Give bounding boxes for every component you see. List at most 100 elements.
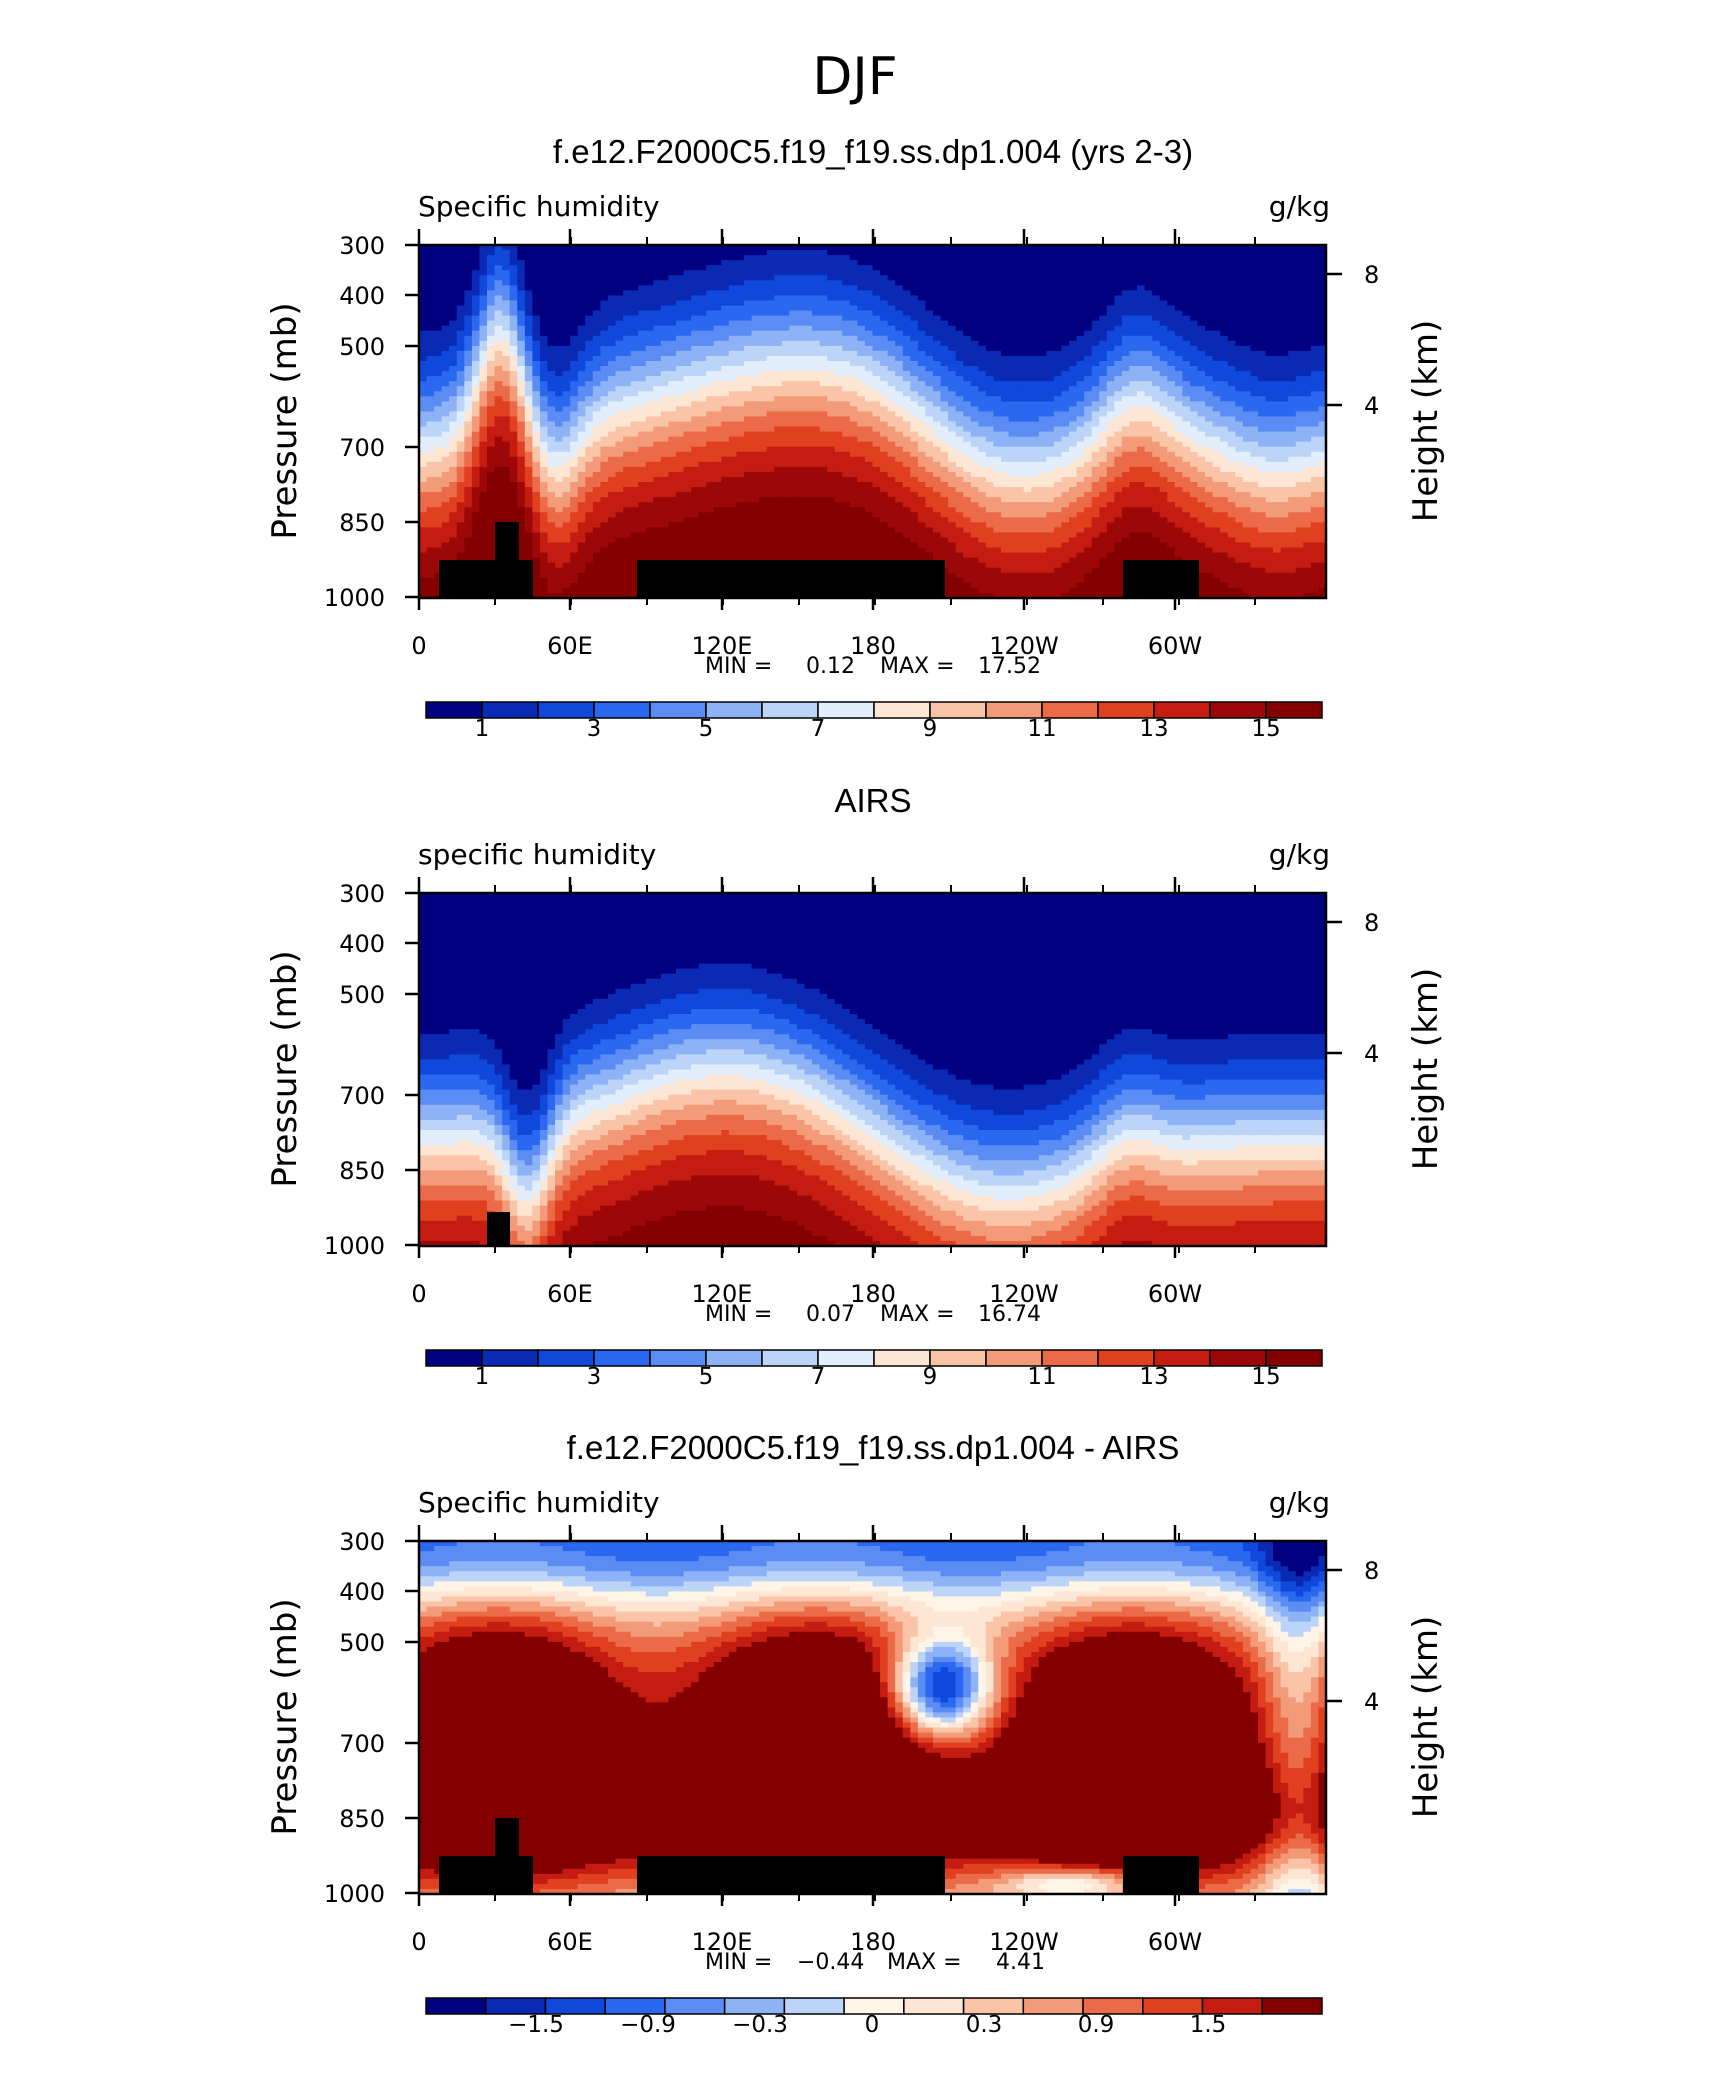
contour-cell bbox=[804, 300, 813, 307]
contour-cell bbox=[940, 451, 949, 458]
contour-cell bbox=[638, 366, 647, 372]
contour-cell bbox=[1159, 401, 1168, 407]
contour-cell bbox=[660, 401, 670, 407]
contour-cell bbox=[675, 295, 685, 302]
contour-cell bbox=[1076, 401, 1085, 407]
contour-cell bbox=[1288, 421, 1297, 428]
contour-cell bbox=[547, 366, 556, 372]
contour-cell bbox=[577, 366, 586, 372]
contour-cell bbox=[1250, 295, 1259, 302]
contour-cell bbox=[1235, 325, 1244, 332]
contour-cell bbox=[532, 290, 541, 297]
contour-cell bbox=[1235, 371, 1244, 377]
contour-cell bbox=[1000, 381, 1010, 387]
contour-cell bbox=[1121, 441, 1131, 448]
contour-cell bbox=[449, 451, 458, 458]
contour-cell bbox=[502, 371, 511, 377]
contour-cell bbox=[645, 255, 654, 261]
contour-cell bbox=[766, 260, 775, 266]
contour-cell bbox=[721, 360, 730, 367]
contour-cell bbox=[948, 355, 957, 362]
contour-cell bbox=[532, 255, 541, 261]
contour-cell bbox=[1310, 345, 1320, 352]
contour-cell bbox=[426, 391, 435, 397]
contour-cell bbox=[1167, 366, 1176, 372]
contour-cell bbox=[1205, 391, 1214, 397]
contour-cell bbox=[872, 295, 881, 302]
contour-cell bbox=[910, 330, 919, 337]
contour-cell bbox=[675, 386, 685, 392]
contour-cell bbox=[1084, 330, 1093, 337]
contour-cell bbox=[834, 381, 843, 387]
contour-cell bbox=[940, 315, 949, 322]
contour-cell bbox=[1250, 275, 1259, 281]
contour-cell bbox=[789, 295, 798, 302]
contour-cell bbox=[479, 406, 488, 413]
contour-cell bbox=[842, 300, 851, 307]
contour-cell bbox=[1069, 411, 1078, 418]
contour-cell bbox=[683, 416, 692, 423]
contour-cell bbox=[638, 280, 647, 286]
contour-cell bbox=[630, 295, 639, 302]
contour-cell bbox=[487, 401, 496, 407]
contour-cell bbox=[1031, 376, 1040, 382]
contour-cell bbox=[759, 305, 768, 312]
contour-cell bbox=[698, 295, 707, 302]
contour-cell bbox=[464, 366, 473, 372]
contour-cell bbox=[683, 441, 692, 448]
contour-cell bbox=[1121, 355, 1131, 362]
contour-cell bbox=[902, 371, 911, 377]
contour-cell bbox=[1265, 431, 1274, 438]
contour-cell bbox=[1099, 431, 1108, 438]
contour-cell bbox=[1046, 325, 1055, 332]
contour-cell bbox=[434, 441, 443, 448]
contour-cell bbox=[600, 275, 609, 281]
contour-cell bbox=[1167, 446, 1176, 453]
contour-cell bbox=[479, 300, 488, 307]
contour-cell bbox=[1318, 426, 1327, 433]
contour-cell bbox=[1310, 295, 1320, 302]
contour-cell bbox=[585, 310, 594, 317]
contour-cell bbox=[902, 255, 911, 261]
contour-cell bbox=[638, 265, 647, 271]
contour-cell bbox=[744, 386, 753, 392]
contour-cell bbox=[849, 441, 858, 448]
contour-cell bbox=[1235, 250, 1244, 256]
contour-cell bbox=[932, 355, 942, 362]
contour-cell bbox=[1016, 416, 1025, 423]
figure-title: DJF bbox=[812, 47, 897, 107]
contour-cell bbox=[1220, 366, 1229, 372]
contour-cell bbox=[1318, 381, 1327, 387]
contour-cell bbox=[1023, 330, 1032, 337]
contour-cell bbox=[1091, 295, 1100, 302]
contour-cell bbox=[1227, 396, 1236, 402]
contour-cell bbox=[592, 285, 601, 291]
contour-cell bbox=[638, 270, 647, 276]
contour-cell bbox=[834, 416, 843, 423]
contour-cell bbox=[532, 396, 541, 402]
contour-cell bbox=[713, 381, 722, 387]
contour-cell bbox=[1310, 411, 1320, 418]
contour-cell bbox=[479, 270, 488, 276]
contour-cell bbox=[1303, 250, 1312, 256]
contour-cell bbox=[736, 371, 745, 377]
contour-cell bbox=[1076, 265, 1085, 271]
contour-cell bbox=[736, 426, 745, 433]
contour-cell bbox=[1182, 381, 1191, 387]
contour-cell bbox=[774, 441, 783, 448]
contour-cell bbox=[1046, 245, 1055, 251]
contour-cell bbox=[796, 315, 806, 322]
contour-cell bbox=[819, 371, 828, 377]
contour-cell bbox=[1053, 441, 1063, 448]
contour-cell bbox=[1182, 250, 1191, 256]
contour-cell bbox=[509, 355, 518, 362]
contour-cell bbox=[547, 305, 556, 312]
contour-cell bbox=[834, 376, 843, 382]
contour-cell bbox=[842, 396, 851, 402]
contour-cell bbox=[600, 255, 609, 261]
contour-cell bbox=[1016, 320, 1025, 327]
contour-cell bbox=[789, 426, 798, 433]
contour-cell bbox=[1046, 366, 1055, 372]
contour-cell bbox=[1310, 340, 1320, 347]
contour-cell bbox=[736, 305, 745, 312]
